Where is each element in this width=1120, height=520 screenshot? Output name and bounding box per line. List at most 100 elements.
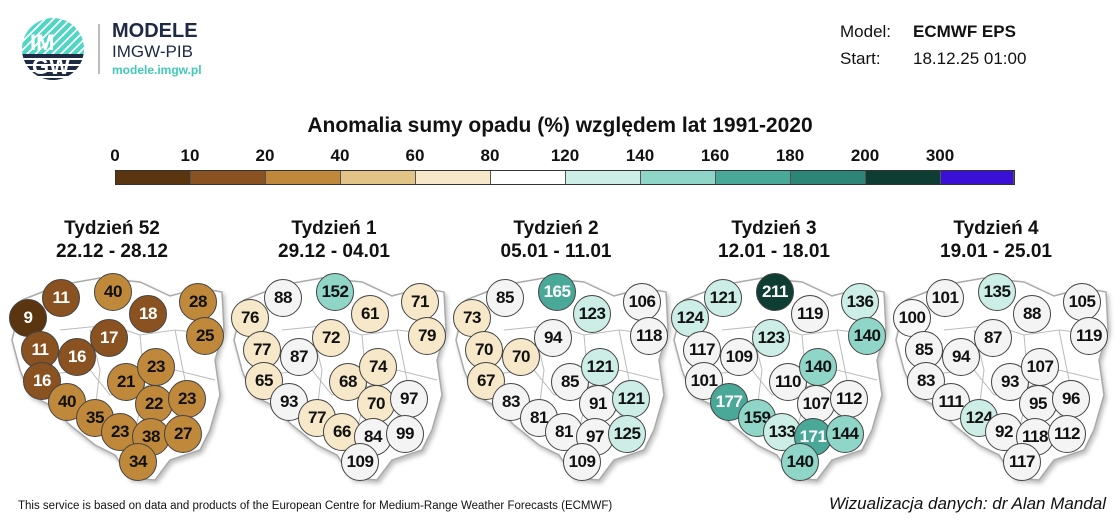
region-value-circle: 107 xyxy=(1021,348,1059,386)
region-value-circle: 109 xyxy=(720,338,758,376)
region-value-circle: 28 xyxy=(179,283,217,321)
chart-title: Anomalia sumy opadu (%) względem lat 199… xyxy=(307,114,813,137)
legend-segment xyxy=(941,171,1014,184)
region-value-circle: 123 xyxy=(573,295,611,333)
week-title: Tydzień 4 19.01 - 25.01 xyxy=(886,217,1106,263)
region-value-circle: 74 xyxy=(359,348,397,386)
week-name: Tydzień 4 xyxy=(953,218,1039,239)
region-value-circle: 23 xyxy=(168,380,206,418)
region-value-circle: 112 xyxy=(830,380,868,418)
region-value-circle: 152 xyxy=(316,273,354,311)
legend-segment xyxy=(491,171,566,184)
region-value-circle: 100 xyxy=(893,299,931,337)
legend-label: 80 xyxy=(480,146,500,165)
region-value-circle: 23 xyxy=(137,348,175,386)
week-dates: 05.01 - 11.01 xyxy=(500,241,612,262)
start-value: 18.12.25 01:00 xyxy=(913,49,1027,68)
week-title: Tydzień 52 22.12 - 28.12 xyxy=(2,217,222,263)
legend-label: 160 xyxy=(700,146,730,165)
region-value-circle: 125 xyxy=(608,415,646,453)
region-value-circle: 72 xyxy=(312,319,350,357)
region-value-circle: 85 xyxy=(486,279,524,317)
legend-colorbar xyxy=(115,170,1015,185)
region-value-circle: 107 xyxy=(797,385,835,423)
week-dates: 22.12 - 28.12 xyxy=(56,241,168,262)
region-value-circle: 119 xyxy=(791,295,829,333)
region-value-circle: 85 xyxy=(905,331,943,369)
region-value-circle: 101 xyxy=(926,279,964,317)
region-value-circle: 105 xyxy=(1063,283,1101,321)
legend-label: 40 xyxy=(330,146,350,165)
region-value-circle: 11 xyxy=(42,279,80,317)
region-value-circle: 119 xyxy=(1070,317,1108,355)
week-title: Tydzień 2 05.01 - 11.01 xyxy=(446,217,666,263)
footer-attribution: This service is based on data and produc… xyxy=(18,500,613,512)
region-value-circle: 34 xyxy=(119,443,157,481)
region-value-circle: 76 xyxy=(231,299,269,337)
region-value-circle: 87 xyxy=(280,338,318,376)
week-name: Tydzień 52 xyxy=(64,218,160,239)
week-title: Tydzień 1 29.12 - 04.01 xyxy=(224,217,444,263)
region-value-circle: 79 xyxy=(408,317,446,355)
region-value-circle: 121 xyxy=(581,348,619,386)
region-value-circle: 97 xyxy=(390,380,428,418)
model-label: Model: xyxy=(840,22,892,41)
brand-title: MODELE xyxy=(112,20,198,42)
region-value-circle: 109 xyxy=(341,443,379,481)
week-title: Tydzień 3 12.01 - 18.01 xyxy=(664,217,884,263)
region-value-circle: 99 xyxy=(386,415,424,453)
logo-text-bottom: GW xyxy=(32,54,70,79)
legend-label: 0 xyxy=(110,146,120,165)
region-value-circle: 17 xyxy=(90,319,128,357)
region-value-circle: 135 xyxy=(978,273,1016,311)
legend-segment xyxy=(566,171,641,184)
region-value-circle: 140 xyxy=(799,348,837,386)
region-value-circle: 9 xyxy=(9,299,47,337)
legend-segment xyxy=(191,171,266,184)
region-value-circle: 109 xyxy=(563,443,601,481)
region-value-circle: 70 xyxy=(357,385,395,423)
region-value-circle: 165 xyxy=(538,273,576,311)
brand-url[interactable]: modele.imgw.pl xyxy=(112,63,202,77)
region-value-circle: 124 xyxy=(671,299,709,337)
region-value-circle: 40 xyxy=(94,273,132,311)
legend-label: 120 xyxy=(550,146,580,165)
start-label: Start: xyxy=(840,49,881,68)
brand-subtitle: IMGW-PIB xyxy=(112,42,193,61)
legend-segment xyxy=(266,171,341,184)
region-value-circle: 25 xyxy=(186,317,224,355)
region-value-circle: 88 xyxy=(264,279,302,317)
region-value-circle: 118 xyxy=(630,317,668,355)
legend-segment xyxy=(791,171,866,184)
legend-segment xyxy=(641,171,716,184)
legend-label: 300 xyxy=(925,146,955,165)
week-name: Tydzień 2 xyxy=(513,218,599,239)
week-name: Tydzień 1 xyxy=(291,218,377,239)
region-value-circle: 71 xyxy=(401,283,439,321)
legend-label: 140 xyxy=(625,146,655,165)
region-value-circle: 88 xyxy=(1013,295,1051,333)
legend-label: 60 xyxy=(405,146,425,165)
logo-divider xyxy=(98,24,100,74)
legend-label: 10 xyxy=(180,146,200,165)
week-name: Tydzień 3 xyxy=(731,218,817,239)
region-value-circle: 70 xyxy=(502,338,540,376)
region-value-circle: 61 xyxy=(351,295,389,333)
model-value: ECMWF EPS xyxy=(913,22,1016,41)
legend-segment xyxy=(116,171,191,184)
region-value-circle: 121 xyxy=(704,279,742,317)
region-value-circle: 91 xyxy=(579,385,617,423)
region-value-circle: 94 xyxy=(534,319,572,357)
legend-segment xyxy=(341,171,416,184)
week-dates: 19.01 - 25.01 xyxy=(940,241,1052,262)
region-value-circle: 70 xyxy=(465,331,503,369)
region-value-circle: 144 xyxy=(826,415,864,453)
legend-label: 20 xyxy=(255,146,275,165)
legend-segment xyxy=(866,171,941,184)
region-value-circle: 117 xyxy=(1003,443,1041,481)
region-value-circle: 16 xyxy=(58,338,96,376)
imgw-logo: IM GW xyxy=(22,18,84,80)
region-value-circle: 18 xyxy=(129,295,167,333)
region-value-circle: 94 xyxy=(942,338,980,376)
